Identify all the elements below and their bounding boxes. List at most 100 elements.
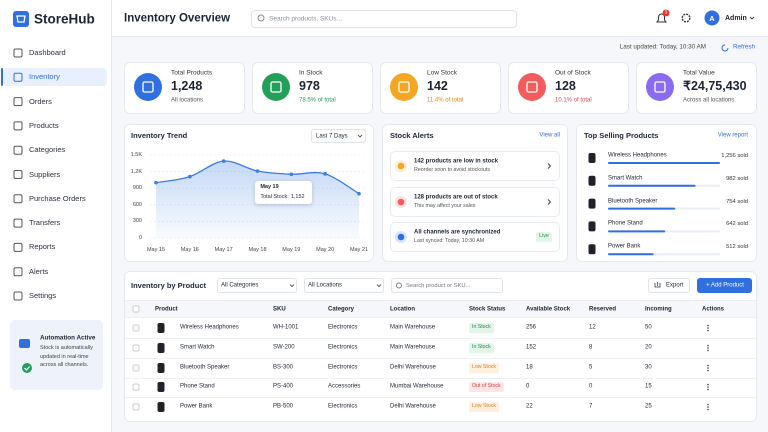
kpi-label: Total Value (683, 69, 715, 77)
cell-product: Phone Stand (180, 383, 215, 390)
cell-sku: BS-300 (273, 364, 294, 371)
alert-item[interactable] (390, 222, 560, 252)
x-tick-label: May 20 (316, 246, 335, 253)
cell-sku: PB-500 (273, 403, 294, 410)
cell-status: In Stock (469, 323, 494, 333)
kpi-value: ₹24,75,430 (683, 79, 747, 94)
top-card (576, 124, 757, 262)
last-updated: Last updated: Today, 10:30 AM (619, 43, 706, 51)
nav-item[interactable]: Dashboard (29, 47, 66, 57)
filter-select[interactable] (217, 278, 297, 293)
cell-incoming: 15 (645, 383, 652, 390)
trend-card (124, 124, 374, 262)
alert-item[interactable] (390, 151, 560, 181)
range-select[interactable] (311, 129, 366, 143)
cell-available: 0 (526, 383, 530, 390)
nav-item[interactable]: Inventory (29, 72, 60, 82)
nav-item[interactable]: Categories (29, 145, 66, 155)
search-box[interactable] (251, 10, 517, 28)
cell-category: Electronics (328, 344, 358, 351)
alert-title: 142 products are low in stock (414, 158, 499, 165)
column-header: Actions (702, 306, 725, 313)
cell-sku: SW-200 (273, 344, 295, 351)
kpi-value: 128 (555, 79, 576, 94)
nav-item[interactable]: Products (29, 120, 59, 130)
alert-sub: Reorder soon to avoid stockouts (414, 166, 490, 173)
cell-status: Low Stock (469, 363, 499, 373)
chart-title: Inventory Trend (131, 130, 188, 140)
x-tick-label: May 19 (282, 246, 301, 253)
cell-incoming: 20 (645, 344, 652, 351)
refresh-link[interactable]: Refresh (733, 43, 756, 51)
x-tick-label: May 21 (349, 246, 369, 253)
cell-reserved: 12 (589, 324, 596, 331)
row-divider (125, 337, 756, 339)
avatar-letter: A (709, 13, 715, 23)
kpi-sub: 78.5% of total (299, 97, 336, 104)
kpi-card (508, 62, 629, 114)
filter-select[interactable] (304, 278, 384, 293)
cell-category: Accessories (328, 383, 361, 390)
cell-status: In Stock (469, 343, 494, 353)
cell-category: Electronics (328, 364, 358, 371)
nav-item[interactable]: Transfers (29, 217, 61, 227)
nav-item[interactable]: Reports (29, 242, 56, 252)
user-name[interactable]: Admin (725, 15, 747, 23)
table-search[interactable] (391, 278, 503, 293)
automation-text: Stock is automatically updated in real-t… (40, 345, 93, 369)
alert-item[interactable] (390, 187, 560, 217)
row-divider (125, 396, 756, 398)
column-header: Incoming (645, 306, 672, 313)
kpi-label: In Stock (299, 69, 323, 77)
nav-item[interactable]: Alerts (29, 266, 49, 276)
alerts-title: Stock Alerts (390, 130, 434, 140)
cell-reserved: 7 (589, 403, 593, 410)
column-header: Product (155, 306, 178, 313)
kpi-sub: Across all locations (683, 97, 735, 104)
kpi-label: Total Products (171, 69, 213, 77)
cell-reserved: 0 (589, 383, 593, 390)
y-tick-label: 1.2K (130, 168, 142, 175)
add-button[interactable] (697, 278, 752, 293)
top-sold: 642 sold (726, 221, 748, 228)
filter-label: All Categories (221, 282, 259, 289)
nav-item[interactable]: Settings (29, 290, 57, 300)
column-header: Category (328, 306, 355, 313)
y-tick-label: 900 (132, 185, 142, 192)
row-divider (125, 377, 756, 379)
top-link[interactable]: View report (717, 132, 748, 139)
x-tick-label: May 18 (248, 246, 267, 253)
tooltip (255, 181, 313, 205)
cell-product: Smart Watch (180, 344, 215, 351)
table-head (125, 300, 756, 318)
cell-location: Mumbai Warehouse (390, 383, 444, 390)
add-label: + Add Product (706, 282, 744, 289)
nav-item[interactable]: Purchase Orders (29, 193, 86, 203)
cell-available: 152 (526, 344, 537, 351)
y-tick-label: 0 (138, 234, 142, 241)
tooltip-date: May 19 (260, 184, 279, 191)
alert-title: 128 products are out of stock (414, 194, 498, 201)
nav-item[interactable]: Orders (29, 96, 52, 106)
nav-active-bar (1, 68, 3, 87)
cell-available: 18 (526, 364, 533, 371)
cell-sku: WH-1001 (273, 324, 299, 331)
column-header: SKU (273, 306, 286, 313)
cell-product: Power Bank (180, 403, 213, 410)
kpi-value: 978 (299, 79, 320, 94)
alert-sub: Last synced: Today, 10:30 AM (414, 237, 485, 244)
cell-available: 256 (526, 324, 537, 331)
alert-badge-text: Live (539, 233, 549, 240)
export-button[interactable] (648, 278, 690, 293)
nav-item[interactable]: Suppliers (29, 169, 61, 179)
top-name: Phone Stand (608, 221, 643, 228)
kpi-value: 1,248 (171, 79, 203, 94)
cell-location: Delhi Warehouse (390, 364, 436, 371)
kpi-label: Out of Stock (555, 69, 591, 77)
kpi-value: 142 (427, 79, 448, 94)
cell-location: Main Warehouse (390, 344, 436, 351)
kpi-label: Low Stock (427, 69, 457, 77)
cell-location: Delhi Warehouse (390, 403, 436, 410)
top-sold: 754 sold (726, 198, 748, 205)
alerts-link[interactable]: View all (539, 132, 560, 139)
